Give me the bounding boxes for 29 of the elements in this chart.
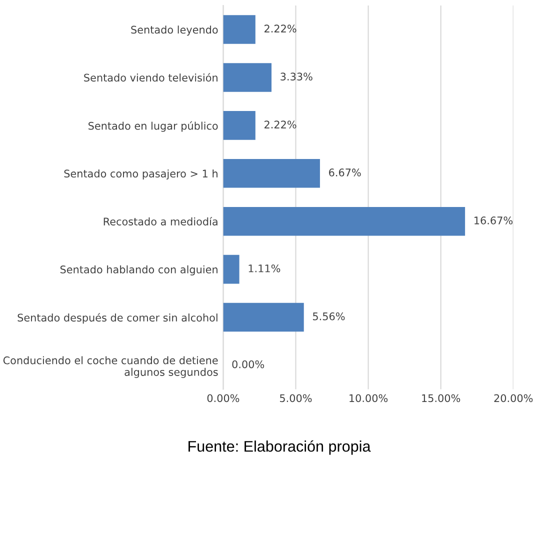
y-tick-label: Recostado a mediodía [104,216,218,226]
bar [223,302,304,332]
data-label: 1.11% [248,264,280,272]
x-tick-label: 5.00% [280,394,312,402]
bar [223,111,256,140]
bar [223,15,256,44]
data-label: 16.67% [474,216,513,224]
y-tick-label: Sentado como pasajero > 1 h [64,169,218,180]
source-note: Fuente: Elaboración propia [188,440,371,455]
y-tick-label: Sentado en lugar público [88,121,218,132]
y-tick-label: Sentado después de comer sin alcohol [18,313,218,324]
bar [223,63,272,92]
bar [223,206,466,236]
y-tick-label: Sentado hablando con alguien [60,265,218,276]
data-label: 2.22% [264,120,296,128]
y-tick-label: Sentado viendo televisión [84,73,218,82]
bar [223,159,320,188]
data-label: 2.22% [264,24,296,33]
data-label: 3.33% [280,72,312,81]
bar [223,254,240,284]
y-tick-label: Conduciendo el coche cuando de detiene algunos segundos [3,356,218,378]
data-label: 6.67% [329,168,361,176]
x-tick-label: 20.00% [494,394,533,402]
x-tick-label: 10.00% [350,394,388,402]
x-tick-label: 15.00% [422,394,460,402]
data-label: 5.56% [313,312,345,320]
y-tick-label: Sentado leyendo [131,26,218,36]
x-tick-label: 0.00% [207,394,240,402]
data-label: 0.00% [232,360,264,368]
